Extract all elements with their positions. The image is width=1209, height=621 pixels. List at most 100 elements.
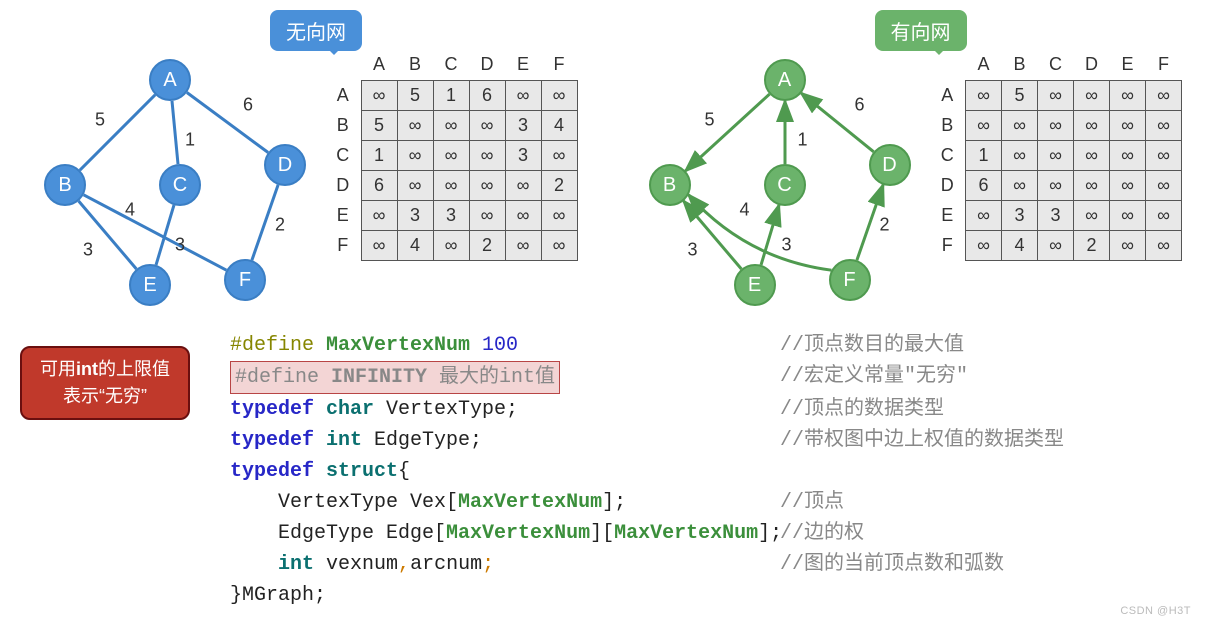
edge-weight: 2: [275, 215, 285, 236]
matrix-cell: ∞: [433, 110, 469, 140]
matrix-cell: ∞: [1074, 140, 1110, 170]
matrix-cell: ∞: [433, 140, 469, 170]
matrix-cell: ∞: [469, 170, 505, 200]
matrix-cell: ∞: [1038, 140, 1074, 170]
matrix-cell: 3: [505, 140, 541, 170]
code-line: typedef int EdgeType;//带权图中边上权值的数据类型: [230, 425, 1189, 456]
graph-node: E: [734, 264, 776, 306]
matrix-cell: 1: [433, 80, 469, 110]
matrix-cell: 5: [397, 80, 433, 110]
code-comment: //顶点数目的最大值: [780, 330, 964, 361]
matrix-col-header: C: [433, 50, 469, 80]
matrix-cell: ∞: [361, 200, 397, 230]
matrix-cell: ∞: [966, 110, 1002, 140]
edge-weight: 6: [243, 95, 253, 116]
matrix-cell: 6: [361, 170, 397, 200]
directed-matrix: ABCDEFA∞5∞∞∞∞B∞∞∞∞∞∞C1∞∞∞∞∞D6∞∞∞∞∞E∞33∞∞…: [930, 50, 1183, 261]
matrix-cell: ∞: [1002, 170, 1038, 200]
matrix-col-header: D: [469, 50, 505, 80]
matrix-cell: ∞: [397, 170, 433, 200]
code-line: #define MaxVertexNum 100//顶点数目的最大值: [230, 330, 1189, 361]
matrix-row-header: B: [325, 110, 361, 140]
edge-weight: 3: [781, 235, 791, 256]
code-block: #define MaxVertexNum 100//顶点数目的最大值#defin…: [230, 330, 1189, 611]
matrix-row-header: A: [325, 80, 361, 110]
matrix-col-header: B: [1002, 50, 1038, 80]
matrix-cell: ∞: [1146, 110, 1182, 140]
matrix-cell: ∞: [469, 110, 505, 140]
code-line: int vexnum,arcnum;//图的当前顶点数和弧数: [230, 549, 1189, 580]
matrix-cell: ∞: [361, 230, 397, 260]
matrix-col-header: A: [361, 50, 397, 80]
matrix-cell: 1: [966, 140, 1002, 170]
matrix-cell: ∞: [966, 230, 1002, 260]
matrix-cell: ∞: [1146, 80, 1182, 110]
code-comment: //宏定义常量"无穷": [780, 361, 968, 394]
matrix-cell: 3: [1002, 200, 1038, 230]
undirected-panel: 无向网 5163432ABCDEF ABCDEFA∞516∞∞B5∞∞∞34C1…: [20, 10, 585, 300]
matrix-cell: 3: [505, 110, 541, 140]
watermark: CSDN @H3T: [1120, 605, 1191, 617]
edge: [685, 94, 769, 171]
matrix-col-header: E: [505, 50, 541, 80]
matrix-cell: ∞: [1038, 230, 1074, 260]
matrix-cell: 5: [1002, 80, 1038, 110]
edge-weight: 3: [83, 240, 93, 261]
edge-weight: 4: [125, 200, 135, 221]
matrix-row-header: C: [325, 140, 361, 170]
undirected-matrix: ABCDEFA∞516∞∞B5∞∞∞34C1∞∞∞3∞D6∞∞∞∞2E∞33∞∞…: [325, 50, 578, 261]
matrix-cell: ∞: [966, 200, 1002, 230]
matrix-cell: ∞: [505, 170, 541, 200]
matrix-cell: ∞: [1074, 200, 1110, 230]
matrix-cell: ∞: [1074, 80, 1110, 110]
note-badge: 可用int的上限值表示“无穷”: [20, 346, 190, 420]
matrix-row-header: D: [930, 170, 966, 200]
matrix-cell: ∞: [469, 200, 505, 230]
code-line: #define INFINITY 最大的int值//宏定义常量"无穷": [230, 361, 1189, 394]
undirected-matrix-wrap: ABCDEFA∞516∞∞B5∞∞∞34C1∞∞∞3∞D6∞∞∞∞2E∞33∞∞…: [325, 50, 578, 261]
directed-matrix-wrap: ABCDEFA∞5∞∞∞∞B∞∞∞∞∞∞C1∞∞∞∞∞D6∞∞∞∞∞E∞33∞∞…: [930, 50, 1183, 261]
graph-node: F: [224, 259, 266, 301]
matrix-cell: 6: [966, 170, 1002, 200]
code-comment: //带权图中边上权值的数据类型: [780, 425, 1064, 456]
edge: [187, 92, 268, 152]
matrix-col-header: E: [1110, 50, 1146, 80]
matrix-cell: ∞: [541, 80, 577, 110]
matrix-cell: ∞: [541, 200, 577, 230]
matrix-cell: 1: [361, 140, 397, 170]
matrix-col-header: F: [1146, 50, 1182, 80]
matrix-cell: ∞: [1146, 200, 1182, 230]
matrix-cell: ∞: [1110, 80, 1146, 110]
matrix-cell: ∞: [541, 140, 577, 170]
code-line: typedef char VertexType;//顶点的数据类型: [230, 394, 1189, 425]
matrix-row-header: A: [930, 80, 966, 110]
matrix-row-header: F: [325, 230, 361, 260]
graph-node: D: [264, 144, 306, 186]
undirected-graph: 5163432ABCDEF: [20, 10, 320, 300]
matrix-cell: ∞: [1110, 200, 1146, 230]
code-comment: //顶点: [780, 487, 844, 518]
edge-weight: 1: [185, 130, 195, 151]
edge-weight: 6: [854, 95, 864, 116]
code-comment: //边的权: [780, 518, 864, 549]
matrix-cell: ∞: [1146, 170, 1182, 200]
matrix-cell: ∞: [1146, 140, 1182, 170]
matrix-cell: 4: [541, 110, 577, 140]
matrix-cell: ∞: [1074, 110, 1110, 140]
matrix-cell: 2: [1074, 230, 1110, 260]
matrix-col-header: A: [966, 50, 1002, 80]
matrix-cell: ∞: [966, 80, 1002, 110]
matrix-col-header: F: [541, 50, 577, 80]
edge-weight: 5: [704, 110, 714, 131]
code-line: typedef struct{: [230, 456, 1189, 487]
matrix-row-header: E: [930, 200, 966, 230]
directed-graph: 5163432ABCDEF: [625, 10, 925, 300]
matrix-cell: ∞: [1110, 170, 1146, 200]
matrix-cell: ∞: [397, 110, 433, 140]
edge-weight: 3: [175, 235, 185, 256]
matrix-cell: ∞: [1110, 140, 1146, 170]
matrix-cell: 3: [397, 200, 433, 230]
matrix-cell: ∞: [1110, 230, 1146, 260]
matrix-cell: ∞: [505, 200, 541, 230]
matrix-cell: 6: [469, 80, 505, 110]
